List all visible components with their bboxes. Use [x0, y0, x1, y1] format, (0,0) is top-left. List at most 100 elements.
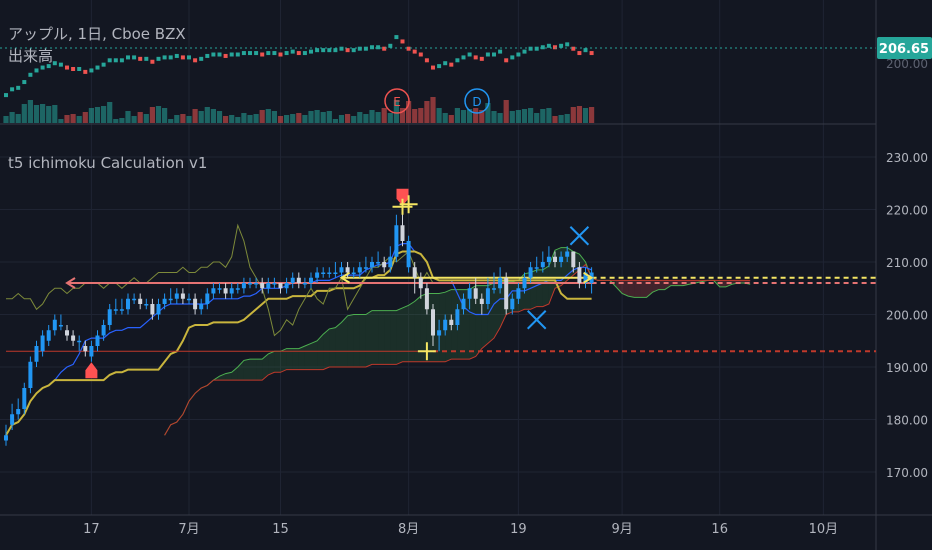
- candle-body: [479, 298, 484, 304]
- volume-bar: [473, 108, 479, 123]
- volume-bar: [192, 109, 198, 123]
- price-axis[interactable]: 230.00 220.00 210.00 200.00 190.00 180.00 170.…: [886, 151, 928, 480]
- volume-bar: [552, 116, 558, 123]
- volume-bar: [210, 109, 216, 123]
- cloud-segment: [323, 328, 330, 370]
- cloud-segment: [219, 373, 226, 381]
- earnings-event-icon[interactable]: E: [384, 88, 410, 114]
- volume-bar: [204, 107, 210, 123]
- volume-bar: [21, 104, 27, 123]
- cloud-segment: [451, 289, 458, 360]
- senkou-span-b-line: [164, 263, 751, 436]
- time-tick-label: 15: [272, 522, 289, 537]
- volume-bar: [216, 111, 223, 123]
- volume-bar: [418, 108, 424, 123]
- candle-body: [431, 309, 435, 336]
- mini-candle: [370, 45, 374, 50]
- cloud-segment: [250, 359, 257, 381]
- grid-lines: [0, 0, 876, 515]
- mini-candle: [284, 51, 289, 56]
- mini-candle: [345, 48, 350, 53]
- mini-candle: [211, 52, 216, 57]
- mini-candle: [28, 72, 33, 77]
- candle-body: [241, 283, 246, 289]
- candle-body: [138, 298, 143, 304]
- cloud-segment: [286, 348, 293, 370]
- dividend-event-icon[interactable]: D: [464, 88, 490, 114]
- symbol-title[interactable]: アップル, 1日, Cboe BZX: [8, 25, 186, 43]
- mini-candle: [461, 55, 466, 60]
- mini-candle: [174, 53, 179, 58]
- mini-candle: [315, 48, 320, 53]
- volume-bar: [393, 100, 399, 123]
- volume-bar: [296, 113, 302, 123]
- mini-candle: [437, 64, 442, 69]
- cloud-segment: [347, 314, 354, 367]
- volume-bar: [290, 114, 296, 123]
- candle-body: [424, 288, 429, 310]
- upper-pane: [0, 35, 876, 123]
- level-lines: [6, 276, 876, 353]
- mini-candle: [309, 49, 313, 54]
- volume-label[interactable]: 出来高: [8, 47, 53, 65]
- mini-candle: [241, 51, 246, 56]
- candle-body: [77, 340, 82, 343]
- mini-candle: [187, 55, 191, 60]
- time-axis[interactable]: 17 7月 15 8月 19 9月 16 10月: [83, 522, 838, 537]
- indicator-title[interactable]: t5 ichimoku Calculation v1: [8, 154, 207, 172]
- volume-bar: [125, 111, 131, 123]
- volume-bar: [302, 115, 308, 123]
- volume-bar: [265, 109, 271, 123]
- candle-body: [119, 309, 124, 311]
- volume-bar: [107, 102, 113, 123]
- mini-candle: [473, 55, 478, 60]
- mini-candle: [510, 55, 515, 60]
- cloud-segment: [298, 346, 305, 370]
- candle-body: [211, 288, 216, 294]
- cloud-segment: [469, 285, 476, 360]
- cloud-segment: [231, 367, 238, 381]
- candle-body: [546, 256, 551, 262]
- candle-body: [351, 272, 356, 274]
- volume-bar: [467, 109, 473, 123]
- cloud-segment: [280, 348, 287, 373]
- volume-bar: [412, 109, 418, 123]
- mini-candle: [162, 55, 167, 60]
- candle-body: [46, 330, 51, 341]
- cloud-segment: [237, 360, 244, 381]
- candle-body: [363, 267, 368, 269]
- candle-body: [540, 262, 545, 268]
- candle-body: [504, 277, 509, 310]
- price-tick-label: 200.00: [886, 309, 928, 323]
- cloud-segment: [378, 310, 385, 365]
- volume-bar: [369, 110, 375, 123]
- candle-body: [40, 335, 45, 352]
- candle-body: [339, 267, 344, 273]
- volume-bar: [326, 111, 332, 123]
- mini-candle: [577, 51, 582, 56]
- upper-hidden-tick: 200.00: [886, 57, 928, 71]
- price-tick-label: 230.00: [886, 151, 928, 165]
- volume-bar: [76, 116, 82, 123]
- volume-bar: [521, 109, 528, 123]
- volume-bar: [320, 112, 326, 123]
- mini-candle: [272, 51, 277, 56]
- candle-body: [467, 288, 472, 299]
- left-arrow-icon: [65, 277, 76, 289]
- mini-candle: [150, 59, 155, 64]
- mini-candle: [388, 43, 393, 48]
- mini-candle: [205, 53, 210, 58]
- cloud-segment: [420, 293, 427, 362]
- mini-candle: [424, 58, 429, 63]
- mini-candle: [101, 62, 106, 67]
- mini-candle: [540, 45, 545, 50]
- left-arrow-icon: [339, 271, 351, 284]
- candle-body: [107, 309, 112, 325]
- volume-bar: [3, 116, 9, 123]
- candle-body: [296, 277, 301, 283]
- volume-bar: [460, 110, 467, 123]
- candle-body: [65, 330, 69, 336]
- mini-candle: [95, 65, 100, 70]
- candle-body: [406, 241, 411, 268]
